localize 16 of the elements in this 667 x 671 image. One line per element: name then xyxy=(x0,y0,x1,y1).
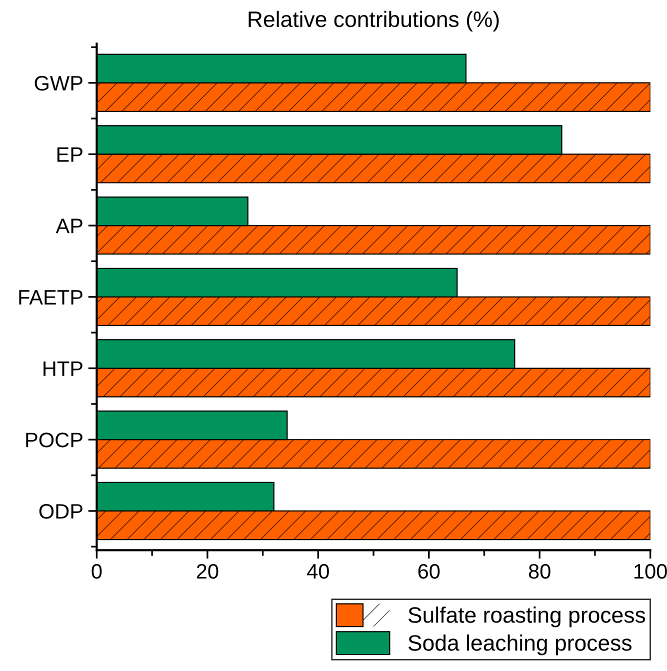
x-tick-label: 0 xyxy=(92,564,102,579)
y-tick-label: POCP xyxy=(26,432,82,448)
y-tick-label: FAETP xyxy=(19,290,82,304)
x-tick-label: 80 xyxy=(528,564,550,579)
y-tick-label: AP xyxy=(56,218,82,234)
chart-title: Relative contributions (%) xyxy=(248,10,499,32)
x-tick-label: 100 xyxy=(634,564,667,579)
x-tick-label: 40 xyxy=(307,564,329,579)
legend-label: Soda leaching process xyxy=(408,634,632,656)
y-tick-label: ODP xyxy=(39,504,82,519)
legend-label: Sulfate roasting process xyxy=(408,606,646,628)
x-tick-label: 60 xyxy=(418,564,440,579)
x-tick-label: 20 xyxy=(196,564,218,579)
y-tick-label: EP xyxy=(57,147,82,162)
y-tick-label: GWP xyxy=(34,76,82,91)
y-tick-label: HTP xyxy=(44,361,82,376)
